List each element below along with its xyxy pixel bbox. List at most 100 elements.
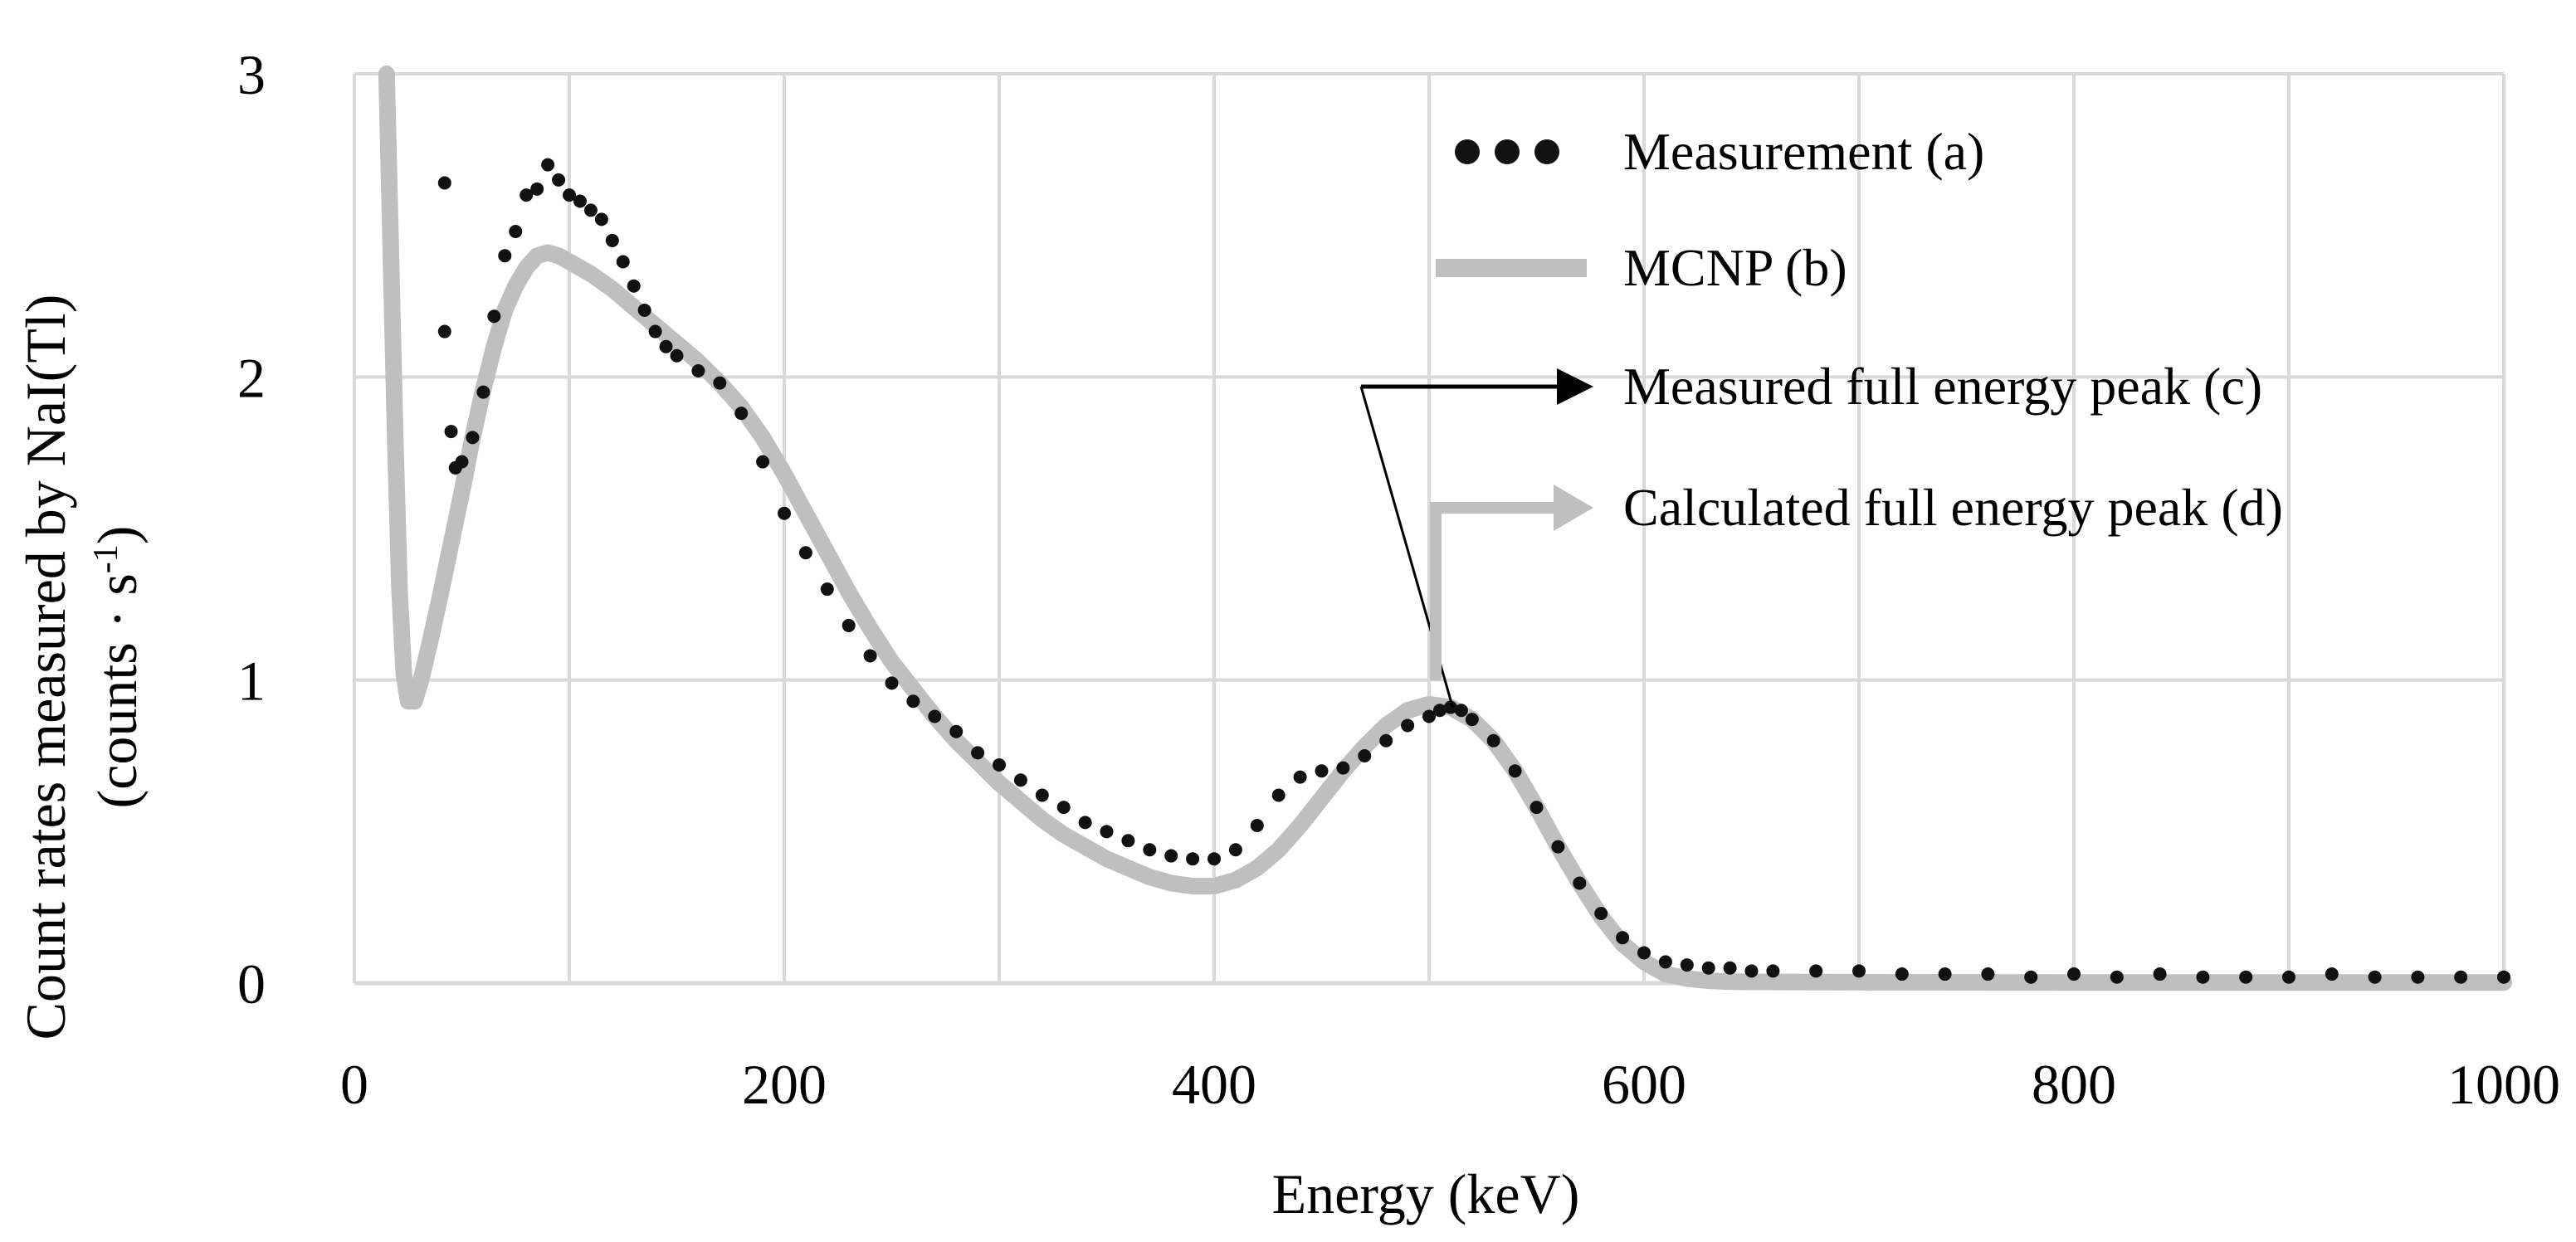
measurement-point <box>2282 970 2295 984</box>
measurement-point <box>993 757 1006 772</box>
measurement-point <box>1379 733 1393 748</box>
measurement-point <box>476 385 490 399</box>
measurement-point <box>1658 955 1672 969</box>
measurement-point <box>2368 970 2382 984</box>
measurement-point <box>1035 788 1049 802</box>
legend-label-measurement: Measurement (a) <box>1623 122 1984 181</box>
tick-labels: 0 200 400 600 800 1000 0 1 2 3 <box>237 43 2560 1116</box>
measurement-point <box>1422 709 1436 723</box>
measurement-point <box>1551 840 1565 854</box>
measurement-point <box>2454 970 2468 984</box>
measurement-point <box>756 455 770 469</box>
measurement-point <box>444 425 458 439</box>
measurement-point <box>949 724 964 738</box>
y-tick-label: 3 <box>237 43 266 106</box>
legend-item-measured-peak: Measured full energy peak (c) <box>1361 357 2262 416</box>
measurement-point <box>1701 961 1715 975</box>
measurement-point <box>734 407 749 421</box>
measurement-point <box>1637 946 1651 960</box>
legend-arrow-calculated-shaft <box>1430 502 1557 680</box>
measurement-point <box>487 309 501 324</box>
y-axis-title-suffix: ) <box>85 526 149 545</box>
measurement-point <box>583 203 598 217</box>
measurement-point <box>2239 970 2253 984</box>
measurement-point <box>1486 733 1500 748</box>
measurement-point <box>1208 852 1221 866</box>
measurement-point <box>1680 958 1694 972</box>
measurement-point <box>928 709 942 723</box>
legend-label-measured-peak: Measured full energy peak (c) <box>1623 357 2262 416</box>
measurement-point <box>1744 964 1759 978</box>
measurement-point <box>498 249 512 263</box>
measurement-point <box>648 324 662 339</box>
measurement-point <box>530 182 544 196</box>
measurement-point <box>437 176 451 190</box>
y-tick-label: 0 <box>237 952 266 1016</box>
y-tick-label: 2 <box>237 346 266 409</box>
measurement-point <box>1895 967 1909 981</box>
measurement-point <box>552 173 566 187</box>
measurement-point <box>798 546 812 560</box>
measurement-point <box>885 676 899 690</box>
legend-dot <box>1495 139 1520 164</box>
series-mcnp-line <box>378 66 2512 991</box>
measurement-point <box>455 455 469 469</box>
y-axis-title-superscript: -1 <box>87 544 125 573</box>
measurement-point <box>573 194 587 208</box>
legend-arrow-measured-head <box>1557 368 1593 405</box>
measurement-point <box>1432 704 1447 718</box>
mcnp-line <box>378 66 2512 991</box>
measurement-point <box>637 303 651 317</box>
measurement-point <box>863 649 877 663</box>
measurement-point <box>713 376 727 390</box>
measurement-point <box>906 694 920 709</box>
measurement-point <box>2110 970 2124 984</box>
legend-dot <box>1455 139 1480 164</box>
measurement-point <box>1186 852 1200 866</box>
measurement-point <box>1508 764 1522 778</box>
y-axis-title-line2: (counts · s-1) <box>85 526 149 809</box>
legend-dot <box>1534 139 1559 164</box>
measurement-point <box>1616 931 1630 945</box>
measurement-point <box>659 339 673 353</box>
measurement-point <box>971 746 985 760</box>
measurement-point <box>2497 970 2510 984</box>
y-axis-title-line1: Count rates measured by NaI(Tl) <box>14 295 77 1040</box>
legend-arrow-calculated-head <box>1554 485 1593 531</box>
legend-label-calculated-peak: Calculated full energy peak (d) <box>1623 478 2283 537</box>
measurement-point <box>1013 773 1027 787</box>
measurement-point <box>1315 764 1329 778</box>
x-tick-label: 1000 <box>2447 1053 2560 1116</box>
measurement-point <box>437 324 451 339</box>
measurement-point <box>1164 849 1178 863</box>
x-axis-title: Energy (keV) <box>1272 1162 1580 1225</box>
legend: Measurement (a) MCNP (b) Measured full e… <box>1361 122 2283 680</box>
y-tick-label: 1 <box>237 650 266 713</box>
measurement-point <box>1293 770 1307 784</box>
measurement-point <box>842 618 856 632</box>
legend-label-mcnp: MCNP (b) <box>1623 238 1847 297</box>
measurement-point <box>605 233 619 247</box>
measurement-point <box>1766 964 1780 978</box>
measurement-point <box>616 255 630 269</box>
measurement-point <box>1250 819 1264 833</box>
x-tick-label: 600 <box>1602 1053 1686 1116</box>
measurement-point <box>520 188 534 202</box>
measurement-point <box>627 279 641 293</box>
measurement-point <box>2196 970 2210 984</box>
measurement-point <box>1228 843 1242 857</box>
measurement-point <box>1143 843 1157 857</box>
measurement-point <box>541 158 555 172</box>
measurement-point <box>1723 961 1737 975</box>
measurement-point <box>1594 906 1608 920</box>
measurement-point <box>2153 967 2167 981</box>
measurement-point <box>1809 964 1823 978</box>
measurement-point <box>820 582 834 597</box>
x-tick-label: 0 <box>340 1053 368 1116</box>
measurement-point <box>466 431 480 445</box>
measurement-point <box>563 188 576 202</box>
measurement-point <box>1078 816 1092 830</box>
measurement-point <box>1271 788 1286 802</box>
measurement-point <box>1454 704 1468 718</box>
